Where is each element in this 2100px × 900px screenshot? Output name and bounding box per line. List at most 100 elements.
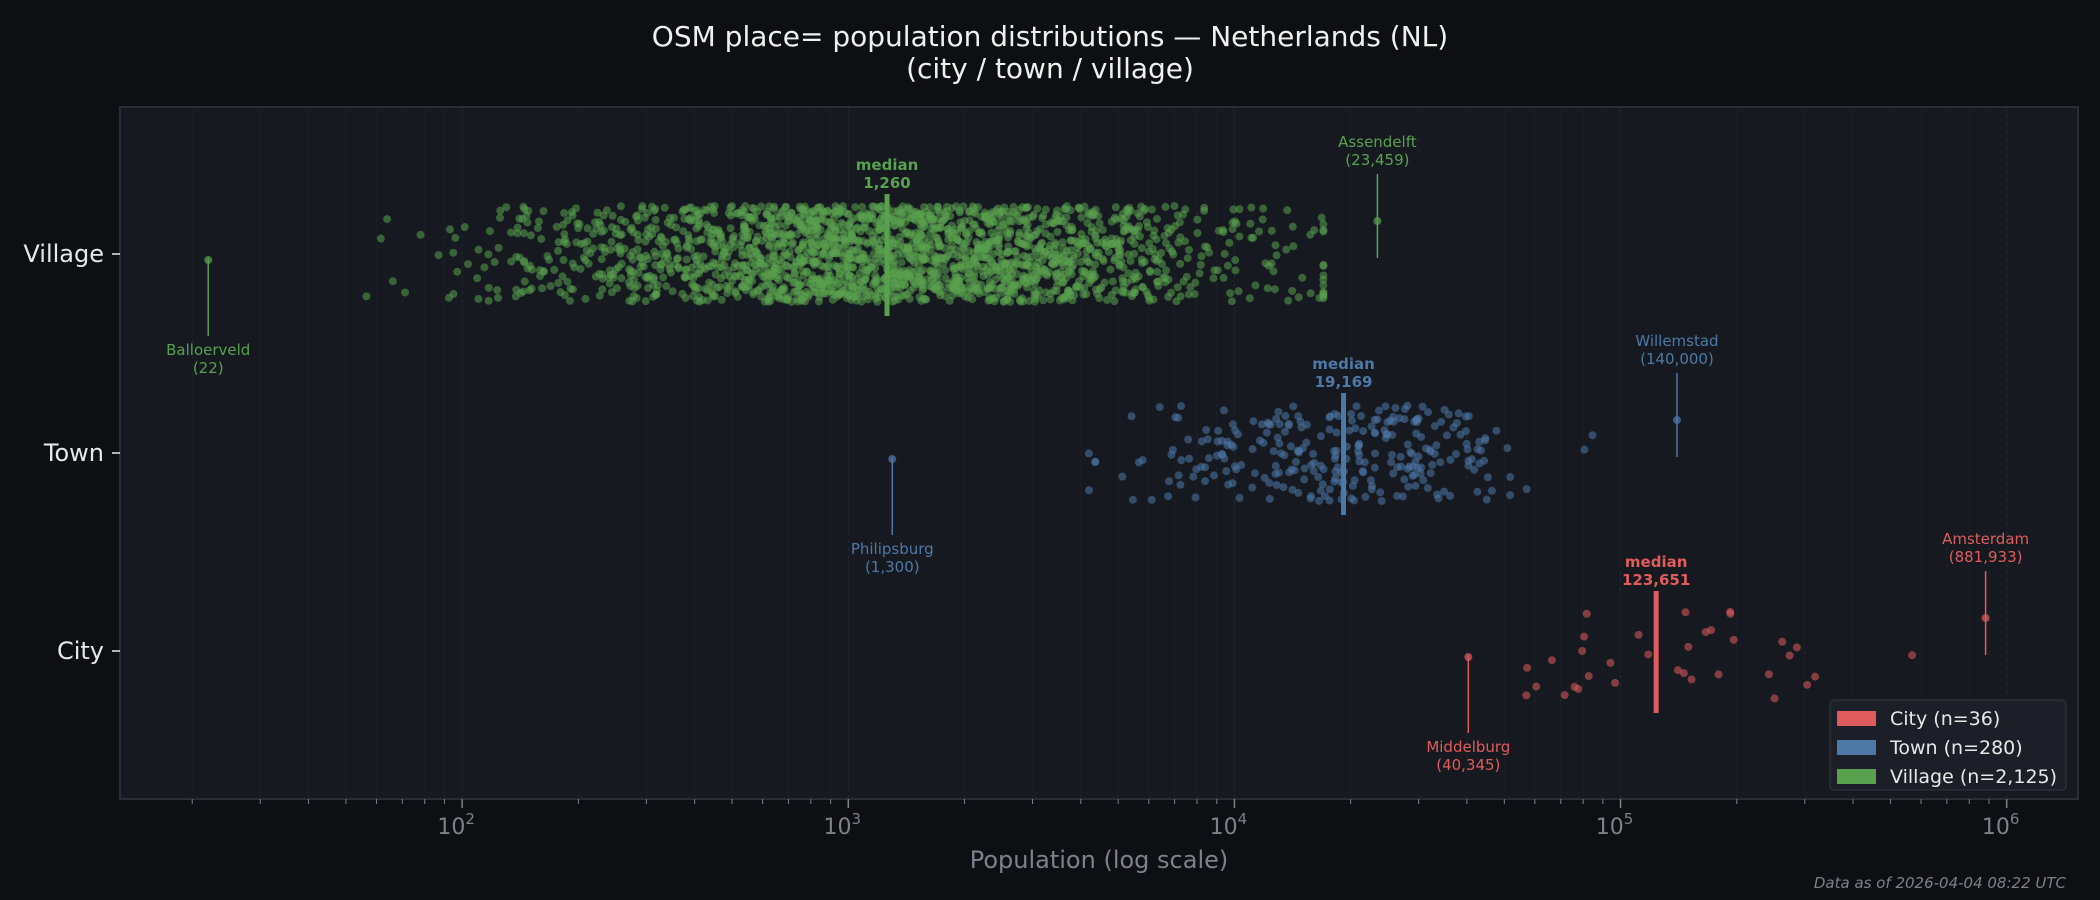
village-min-annotation: Balloerveld(22) <box>166 258 250 377</box>
village-point <box>607 288 616 297</box>
village-point <box>1004 242 1013 251</box>
village-point <box>819 239 828 248</box>
village-point <box>1255 227 1264 236</box>
village-point <box>1124 208 1133 217</box>
village-point <box>994 248 1003 257</box>
village-point <box>537 234 546 243</box>
town-point <box>1347 416 1356 425</box>
city-point <box>1644 650 1653 659</box>
village-point <box>1259 204 1268 213</box>
town-point <box>1387 458 1396 467</box>
village-point <box>1098 225 1107 234</box>
village-point <box>985 210 994 219</box>
village-point <box>583 224 592 233</box>
town-point <box>1418 402 1427 411</box>
village-point <box>1003 229 1012 238</box>
village-point <box>630 283 639 292</box>
village-point <box>948 204 957 213</box>
town-point <box>1401 404 1410 413</box>
village-point <box>1247 203 1256 212</box>
village-point <box>936 223 945 232</box>
village-point <box>473 274 482 283</box>
town-point <box>1265 494 1274 503</box>
legend-item-city: City (n=36) <box>1837 708 2000 730</box>
village-point <box>616 202 625 211</box>
village-point <box>579 253 588 262</box>
village-point <box>1072 282 1081 291</box>
village-point <box>779 229 788 238</box>
town-point <box>1250 469 1259 478</box>
village-point <box>773 230 782 239</box>
village-point <box>1310 226 1319 235</box>
village-point <box>1091 251 1100 260</box>
village-point <box>591 272 600 281</box>
city-point <box>1547 656 1556 665</box>
town-point <box>1373 415 1382 424</box>
village-point <box>843 257 852 266</box>
town-point <box>1437 417 1446 426</box>
village-point <box>848 245 857 254</box>
village-point <box>1062 246 1071 255</box>
village-point <box>1200 203 1209 212</box>
village-point <box>570 263 579 272</box>
village-point <box>1119 227 1128 236</box>
village-point <box>888 297 897 306</box>
legend-item-town: Town (n=280) <box>1837 737 2023 759</box>
village-point <box>453 267 462 276</box>
village-point <box>743 232 752 241</box>
village-point <box>975 228 984 237</box>
village-point <box>950 264 959 273</box>
village-point <box>711 292 720 301</box>
village-point <box>873 203 882 212</box>
village-point <box>945 296 954 305</box>
town-point <box>1330 454 1339 463</box>
village-point <box>1137 244 1146 253</box>
village-point <box>589 229 598 238</box>
village-point <box>1008 217 1017 226</box>
village-point <box>598 285 607 294</box>
town-point <box>1134 458 1143 467</box>
city-point <box>1560 691 1569 700</box>
town-point <box>1167 450 1176 459</box>
city-point <box>1908 651 1917 660</box>
legend-box <box>1829 699 2067 791</box>
village-point <box>1152 256 1161 265</box>
city-point <box>1523 663 1532 672</box>
village-point <box>862 265 871 274</box>
city-point <box>1681 608 1690 617</box>
village-point <box>755 221 764 230</box>
village-point <box>1214 226 1223 235</box>
village-point <box>1138 283 1147 292</box>
village-point <box>737 237 746 246</box>
median-label: median <box>856 156 918 174</box>
village-point <box>707 234 716 243</box>
village-point <box>607 237 616 246</box>
town-point <box>1387 450 1396 459</box>
village-point <box>625 278 634 287</box>
village-point <box>617 274 626 283</box>
village-point <box>731 287 740 296</box>
city-point <box>1578 646 1587 655</box>
village-point <box>554 238 563 247</box>
town-point <box>1174 413 1183 422</box>
village-point <box>1106 265 1115 274</box>
village-point <box>1066 206 1075 215</box>
city-point <box>1611 678 1620 687</box>
village-point <box>1231 256 1240 265</box>
village-point <box>829 249 838 258</box>
village-point <box>834 264 843 273</box>
village-point <box>1052 210 1061 219</box>
town-point <box>1481 436 1490 445</box>
village-point <box>988 280 997 289</box>
village-point <box>1186 283 1195 292</box>
town-point <box>1230 462 1239 471</box>
village-point <box>1135 212 1144 221</box>
town-point <box>1376 488 1385 497</box>
town-point <box>1352 402 1361 411</box>
town-point <box>1370 463 1379 472</box>
village-point <box>796 221 805 230</box>
village-point <box>598 270 607 279</box>
village-point <box>895 218 904 227</box>
town-point <box>1357 412 1366 421</box>
